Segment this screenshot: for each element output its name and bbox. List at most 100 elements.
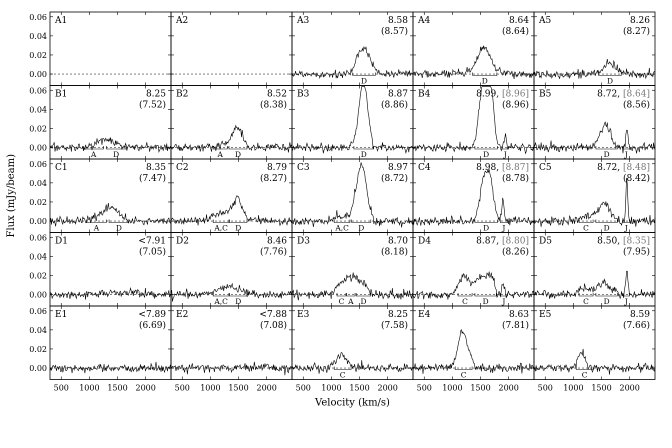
x-tick-label: 500: [175, 384, 190, 393]
region-bracket: [229, 293, 248, 297]
metallicity-secondary: (6.69): [139, 320, 166, 331]
metallicity-main: 8.87,: [476, 237, 502, 247]
region-label: D: [358, 224, 364, 233]
spectrum-line-B1: [49, 137, 172, 153]
panel-id: C1: [55, 163, 68, 173]
region-label: D: [483, 224, 489, 233]
panel-frame: [49, 11, 172, 86]
spectrum-line-E2: [170, 361, 293, 376]
region-label: C: [583, 297, 589, 306]
y-tick-label: 0.00: [29, 144, 47, 153]
panel-B3: B3 8.87(8.86) D: [291, 85, 414, 160]
panel-id: C4: [418, 163, 431, 173]
region-label: A: [90, 150, 97, 159]
region-label: C: [583, 224, 589, 233]
panel-id: B2: [176, 90, 188, 100]
y-tick-label: 0.06: [29, 307, 47, 316]
spectrum-line-C1: [49, 202, 172, 227]
x-tick-label: 2000: [135, 384, 155, 393]
region-bracket: [622, 293, 630, 297]
spectrum-line-A3: [291, 46, 414, 79]
region-label: D: [604, 150, 610, 159]
panel-id: D2: [176, 237, 189, 247]
panel-id: B5: [539, 90, 552, 100]
region-label: A: [347, 297, 354, 306]
panel-id: C3: [297, 163, 310, 173]
spectrum-line-D3: [291, 272, 414, 301]
region-bracket: [353, 146, 374, 150]
y-tick-label: 0.00: [29, 70, 47, 79]
panel-id: E4: [418, 310, 431, 320]
panel-A5: A5 8.26(8.27) D: [533, 11, 656, 86]
region-bracket: [86, 219, 107, 223]
metallicity-bracket: [8.48]: [623, 163, 650, 173]
x-tick-label: 1000: [442, 384, 462, 393]
region-bracket: [595, 293, 618, 297]
panel-id: B4: [418, 90, 431, 100]
metallicity-value: 8.25: [146, 90, 166, 100]
region-bracket: [454, 366, 473, 370]
region-label: D: [361, 77, 367, 86]
y-tick-label: 0.02: [29, 51, 47, 60]
metallicity-value: 8.87: [388, 90, 408, 100]
region-bracket: [499, 219, 508, 223]
spectrum-line-B2: [170, 124, 293, 153]
metallicity-value: 8.72, [8.48]: [597, 163, 650, 173]
region-label: D: [235, 297, 241, 306]
metallicity-secondary: (8.72): [381, 173, 408, 184]
region-bracket: [229, 219, 248, 223]
y-tick-label: 0.02: [29, 198, 47, 207]
metallicity-value: 8.35: [146, 163, 166, 173]
region-bracket: [108, 219, 130, 223]
region-bracket: [83, 146, 104, 150]
metallicity-bracket: [8.80]: [502, 237, 529, 247]
region-label: C: [582, 371, 588, 380]
y-tick-label: 0.00: [29, 291, 47, 300]
panel-id: E3: [297, 310, 310, 320]
x-tick-label: 1000: [200, 384, 220, 393]
x-tick-label: 500: [538, 384, 553, 393]
metallicity-main: 8.99,: [476, 90, 502, 100]
metallicity-secondary: (7.52): [139, 100, 166, 111]
x-tick-label: 1500: [470, 384, 490, 393]
region-bracket: [355, 293, 372, 297]
region-label: A: [217, 150, 224, 159]
region-bracket: [499, 293, 508, 297]
region-bracket: [212, 219, 230, 223]
region-label: J: [624, 297, 628, 306]
y-tick-label: 0.06: [29, 13, 47, 22]
metallicity-secondary: (7.05): [139, 247, 166, 258]
panel-id: E2: [176, 310, 188, 320]
region-bracket: [352, 72, 376, 76]
metallicity-secondary: (8.27): [623, 26, 650, 37]
spectrum-line-B3: [291, 86, 414, 155]
metallicity-value: 8.50, [8.35]: [597, 237, 650, 247]
panel-D1: 0.00 0.02 0.04 0.06 D1 <7.91(7.05): [29, 232, 172, 307]
spectrum-line-B4: [412, 86, 535, 155]
metallicity-secondary: (8.56): [623, 100, 650, 111]
region-label: D: [116, 224, 122, 233]
metallicity-main: 8.50,: [597, 237, 623, 247]
panel-grid: 0.000.020.040.06 A1 A2 A3 8.58(8.57)DA4 8.64(…: [29, 11, 656, 393]
region-label: D: [361, 150, 367, 159]
y-tick-label: 0.04: [29, 252, 47, 261]
x-tick-label: 1500: [349, 384, 369, 393]
spectrum-line-C4: [412, 169, 535, 227]
region-bracket: [474, 146, 498, 150]
metallicity-secondary: (8.96): [502, 100, 529, 111]
panel-id: E5: [539, 310, 552, 320]
region-label: J: [503, 150, 507, 159]
y-tick-label: 0.02: [29, 271, 47, 280]
x-tick-label: 2000: [619, 384, 639, 393]
metallicity-secondary: (7.76): [260, 247, 287, 258]
panel-id: A4: [417, 16, 430, 26]
panel-frame: [533, 305, 656, 380]
region-label: J: [501, 224, 505, 233]
metallicity-value: 8.70: [388, 237, 408, 247]
region-label: C: [340, 371, 346, 380]
panel-D5: D5 8.50, [8.35](7.95) C D J: [533, 232, 656, 307]
x-tick-label: 2000: [377, 384, 397, 393]
y-tick-label: 0.04: [29, 326, 47, 335]
panel-B2: B2 8.52(8.38) A D: [170, 85, 293, 160]
